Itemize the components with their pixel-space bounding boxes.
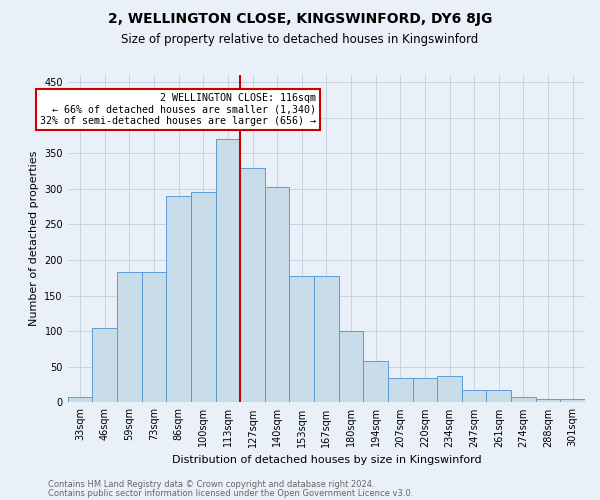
Bar [511,396,536,402]
Y-axis label: Number of detached properties: Number of detached properties [29,151,39,326]
Bar [388,378,413,402]
Text: 2, WELLINGTON CLOSE, KINGSWINFORD, DY6 8JG: 2, WELLINGTON CLOSE, KINGSWINFORD, DY6 8… [108,12,492,26]
Bar [560,399,585,402]
Text: 2 WELLINGTON CLOSE: 116sqm
← 66% of detached houses are smaller (1,340)
32% of s: 2 WELLINGTON CLOSE: 116sqm ← 66% of deta… [40,93,316,126]
Bar [536,399,560,402]
Bar [215,139,240,402]
Bar [68,396,92,402]
Bar [487,390,511,402]
Bar [142,272,166,402]
Bar [437,376,462,402]
Bar [413,378,437,402]
Text: Contains HM Land Registry data © Crown copyright and database right 2024.: Contains HM Land Registry data © Crown c… [48,480,374,489]
Bar [191,192,215,402]
Bar [117,272,142,402]
Bar [364,361,388,403]
Text: Size of property relative to detached houses in Kingswinford: Size of property relative to detached ho… [121,32,479,46]
Bar [289,276,314,402]
Text: Contains public sector information licensed under the Open Government Licence v3: Contains public sector information licen… [48,488,413,498]
Bar [240,168,265,402]
X-axis label: Distribution of detached houses by size in Kingswinford: Distribution of detached houses by size … [172,455,481,465]
Bar [92,328,117,402]
Bar [339,331,364,402]
Bar [314,276,339,402]
Bar [265,187,289,402]
Bar [166,196,191,402]
Bar [462,390,487,402]
